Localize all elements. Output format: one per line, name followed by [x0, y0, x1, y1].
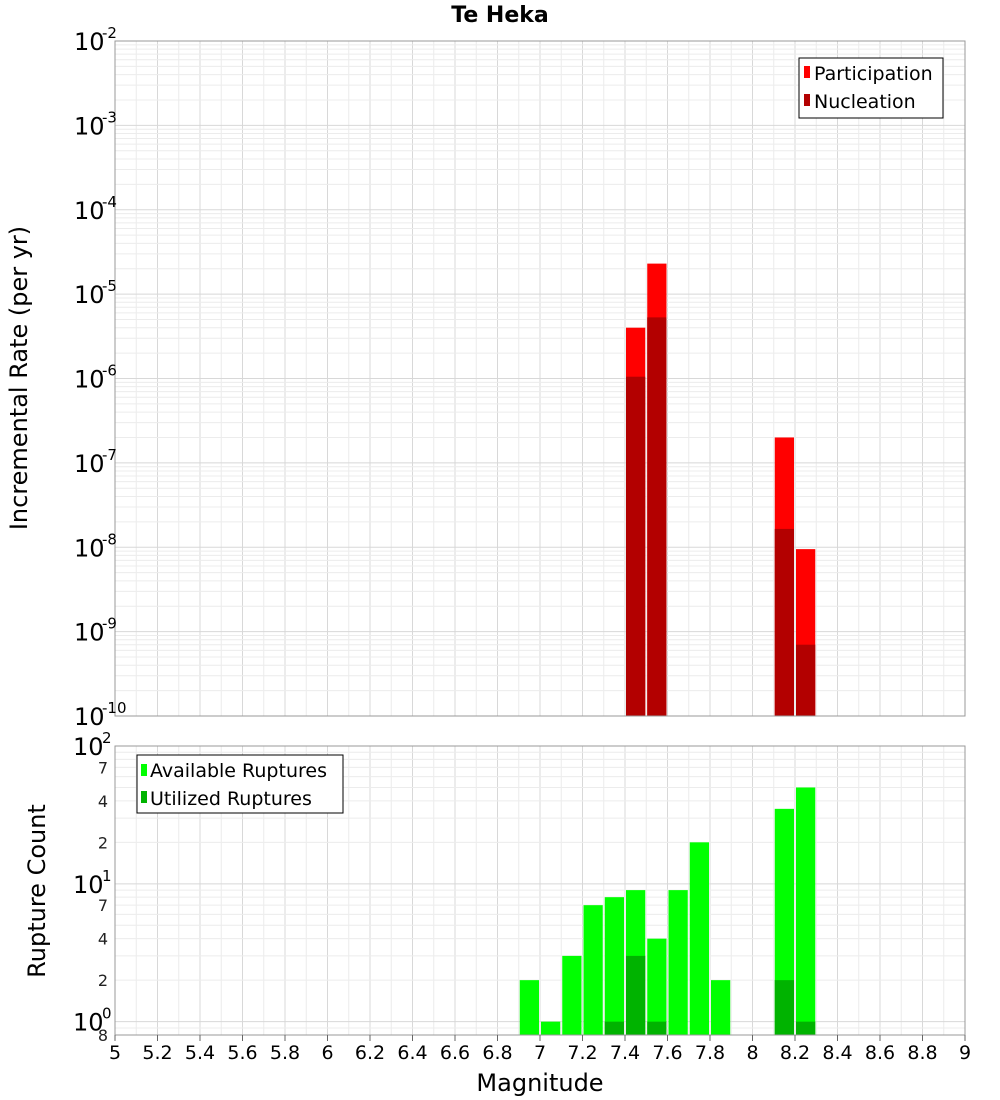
x-tick-label: 6.2 — [355, 1042, 385, 1064]
bar-7-65 — [668, 890, 688, 1035]
y-tick-label: 10 — [73, 1009, 104, 1037]
y-tick-label-minor: 4 — [98, 792, 108, 811]
legend-swatch-utilized — [141, 791, 147, 803]
legend-label-participation: Participation — [814, 63, 933, 85]
y-tick-exponent: -6 — [102, 362, 117, 380]
x-tick-label: 7.6 — [652, 1042, 682, 1064]
x-axis-label: Magnitude — [476, 1069, 603, 1097]
y-tick-exponent: -3 — [102, 108, 117, 126]
top-plot-frame — [114, 40, 966, 717]
x-tick-label: 8 — [746, 1042, 758, 1064]
y-tick-exponent: 0 — [102, 1005, 112, 1023]
x-tick-label: 6 — [321, 1042, 333, 1064]
bar-8-25 — [796, 787, 816, 1035]
x-tick-label: 7.8 — [695, 1042, 725, 1064]
y-tick-label-minor: 7 — [98, 758, 108, 777]
bar-inner-8-15 — [774, 528, 794, 716]
y-tick-label-minor: 7 — [98, 896, 108, 915]
bar-7-35 — [604, 897, 624, 1035]
bar-inner-8-25 — [796, 1021, 816, 1035]
x-tick-label: 7.2 — [567, 1042, 597, 1064]
y-tick-exponent: -2 — [102, 24, 117, 42]
y-tick-exponent: -4 — [102, 193, 117, 211]
legend-swatch-available — [141, 764, 147, 776]
top-legend: Participation Nucleation — [798, 57, 944, 119]
x-tick-label: 7 — [534, 1042, 546, 1064]
top-bars — [626, 263, 816, 716]
x-tick-label: 8.6 — [865, 1042, 895, 1064]
top-legend-box — [798, 57, 944, 119]
bar-7-05 — [541, 1021, 561, 1035]
y-tick-label-minor: 2 — [98, 971, 108, 990]
bar-7-15 — [562, 955, 582, 1035]
y-tick-label: 10 — [74, 281, 105, 309]
bottom-y-axis-label: Rupture Count — [23, 804, 51, 978]
y-tick-label: 10 — [74, 450, 105, 478]
x-tick-label: 8.8 — [907, 1042, 937, 1064]
y-tick-label: 10 — [74, 197, 105, 225]
x-tick-label: 5.6 — [227, 1042, 257, 1064]
bar-inner-7-55 — [647, 317, 667, 716]
x-tick-label: 8.2 — [780, 1042, 810, 1064]
y-tick-label: 10 — [74, 112, 105, 140]
bar-inner-7-35 — [604, 1021, 624, 1035]
bar-7-55 — [647, 938, 667, 1035]
bottom-legend-box — [136, 754, 344, 814]
bar-8-15 — [774, 808, 794, 1035]
legend-swatch-nucleation — [804, 94, 810, 106]
y-tick-label-minor: 2 — [98, 833, 108, 852]
y-tick-label-minor: 8 — [98, 1026, 108, 1045]
y-tick-exponent: -10 — [102, 699, 127, 717]
bottom-bars — [519, 787, 816, 1035]
legend-label-utilized: Utilized Ruptures — [150, 788, 312, 810]
bar-inner-8-25 — [796, 644, 816, 716]
y-tick-label: 10 — [74, 28, 105, 56]
bar-inner-8-15 — [774, 980, 794, 1035]
bar-inner-7-45 — [626, 955, 646, 1035]
x-tick-label: 9 — [959, 1042, 971, 1064]
y-tick-label: 10 — [74, 619, 105, 647]
legend-label-nucleation: Nucleation — [814, 91, 916, 113]
top-y-axis-label: Incremental Rate (per yr) — [5, 226, 33, 530]
bar-inner-7-45 — [626, 376, 646, 716]
y-tick-exponent: -8 — [102, 530, 117, 548]
y-tick-exponent: 2 — [102, 729, 112, 747]
bar-inner-7-55 — [647, 1021, 667, 1035]
y-tick-label: 10 — [74, 534, 105, 562]
bar-7-25 — [583, 905, 603, 1035]
chart-title: Te Heka — [451, 3, 548, 28]
x-tick-label: 6.6 — [440, 1042, 470, 1064]
x-tick-label: 5.8 — [270, 1042, 300, 1064]
y-tick-label: 10 — [73, 733, 104, 761]
legend-swatch-participation — [804, 66, 810, 78]
y-tick-label: 10 — [74, 703, 105, 731]
y-tick-label-minor: 4 — [98, 930, 108, 949]
x-tick-label: 6.8 — [482, 1042, 512, 1064]
y-tick-label: 10 — [73, 871, 104, 899]
bar-6-95 — [519, 980, 539, 1035]
y-tick-exponent: -9 — [102, 615, 117, 633]
y-tick-exponent: -5 — [102, 277, 117, 295]
y-tick-exponent: 1 — [102, 867, 112, 885]
y-tick-exponent: -7 — [102, 446, 117, 464]
x-tick-label: 5.2 — [142, 1042, 172, 1064]
legend-label-available: Available Ruptures — [150, 760, 327, 782]
bottom-legend: Available Ruptures Utilized Ruptures — [136, 754, 344, 814]
y-tick-label: 10 — [74, 366, 105, 394]
x-tick-label: 5 — [109, 1042, 121, 1064]
x-tick-label: 5.4 — [185, 1042, 215, 1064]
x-tick-label: 6.4 — [397, 1042, 427, 1064]
bar-7-85 — [711, 980, 731, 1035]
top-grid — [115, 41, 966, 716]
bar-7-75 — [689, 842, 709, 1035]
x-tick-label: 7.4 — [610, 1042, 640, 1064]
x-tick-label: 8.4 — [822, 1042, 852, 1064]
x-ticks: 5 5.2 5.4 5.6 5.8 6 6.2 6.4 6.6 6.8 7 7.2 7.4 7.6 7.8 8… — [109, 1035, 971, 1064]
